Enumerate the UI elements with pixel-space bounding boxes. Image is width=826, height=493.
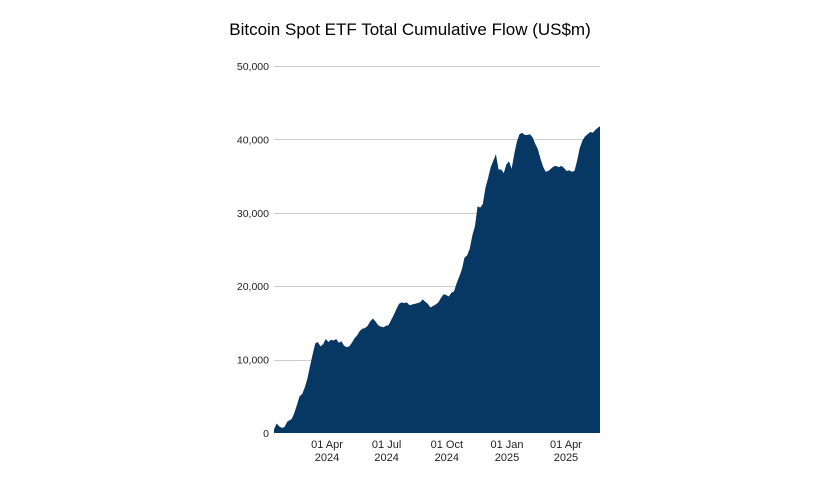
y-tick-label-1: 10,000	[237, 355, 269, 367]
x-tick-label-0-line2: 2024	[315, 452, 339, 464]
x-tick-label-3-line1: 01 Jan	[491, 439, 524, 451]
plot-area	[274, 126, 600, 433]
y-tick-label-3: 30,000	[237, 208, 269, 220]
x-tick-label-2-line1: 01 Oct	[431, 439, 463, 451]
y-tick-label-5: 50,000	[237, 61, 269, 73]
y-tick-label-0: 0	[263, 428, 269, 440]
x-tick-label-4-line1: 01 Apr	[550, 439, 582, 451]
y-axis: 0 10,000 20,000 30,000 40,000 50,000	[237, 61, 269, 440]
x-tick-label-3-line2: 2025	[495, 452, 519, 464]
x-tick-label-1-line1: 01 Jul	[372, 439, 401, 451]
chart-title: Bitcoin Spot ETF Total Cumulative Flow (…	[229, 20, 591, 39]
y-tick-label-2: 20,000	[237, 281, 269, 293]
x-tick-label-2-line2: 2024	[435, 452, 459, 464]
y-tick-label-4: 40,000	[237, 134, 269, 146]
x-tick-label-1-line2: 2024	[374, 452, 398, 464]
x-tick-label-0-line1: 01 Apr	[311, 439, 343, 451]
area-series-0	[274, 126, 600, 433]
x-tick-label-4-line2: 2025	[554, 452, 578, 464]
